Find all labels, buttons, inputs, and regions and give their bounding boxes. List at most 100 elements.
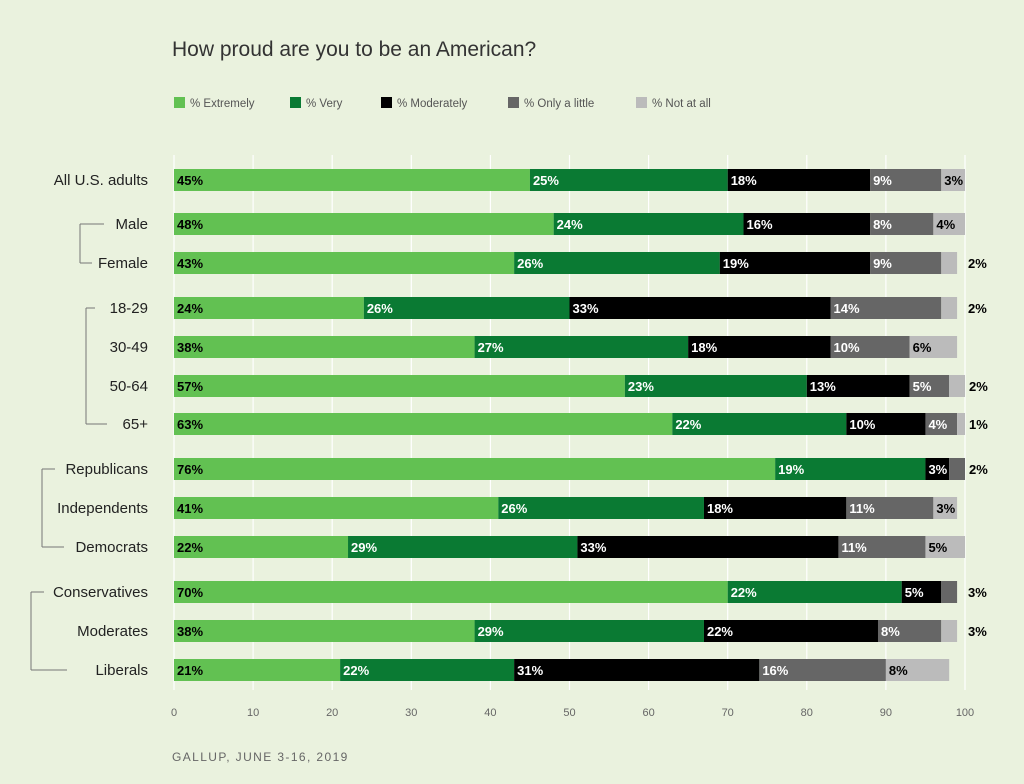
data-label: 11% — [849, 501, 875, 516]
data-label: 13% — [810, 379, 836, 394]
data-label: 22% — [731, 585, 757, 600]
bar-segment — [672, 413, 847, 435]
data-label: 2% — [969, 379, 988, 394]
data-label: 4% — [936, 217, 955, 232]
category-label: Republicans — [65, 461, 148, 478]
data-label: 57% — [177, 379, 203, 394]
category-label: 65+ — [123, 416, 149, 433]
bar-segment — [514, 659, 760, 681]
bar-segment — [703, 497, 847, 519]
data-label: 3% — [968, 624, 987, 639]
data-label: 27% — [478, 340, 504, 355]
data-label: 41% — [177, 501, 203, 516]
bar-segment — [174, 297, 364, 319]
bar-segment — [949, 458, 965, 480]
bar-segment — [174, 413, 673, 435]
category-label: 18-29 — [110, 300, 148, 317]
data-label: 3% — [928, 462, 947, 477]
data-label: 70% — [177, 585, 203, 600]
bar-segment — [514, 252, 720, 274]
bar-segment — [925, 458, 950, 480]
data-label: 22% — [177, 540, 203, 555]
category-label: Independents — [57, 500, 148, 517]
bar-segment — [174, 581, 728, 603]
data-label: 76% — [177, 462, 203, 477]
data-label: 22% — [707, 624, 733, 639]
bar-segment — [846, 497, 934, 519]
data-label: 24% — [177, 301, 203, 316]
data-label: 11% — [841, 540, 867, 555]
legend-item-very: % Very — [290, 97, 342, 110]
bar-segment — [727, 169, 871, 191]
bar-segment — [933, 497, 958, 519]
bar-segment — [727, 581, 902, 603]
x-tick-label: 10 — [247, 707, 259, 719]
data-label: 43% — [177, 256, 203, 271]
data-label: 38% — [177, 340, 203, 355]
bar-segment — [174, 213, 554, 235]
data-label: 5% — [928, 540, 947, 555]
category-label: Female — [98, 255, 148, 272]
bar-segment — [941, 581, 958, 603]
x-tick-label: 30 — [405, 707, 417, 719]
x-tick-label: 60 — [642, 707, 654, 719]
x-tick-label: 100 — [956, 707, 974, 719]
data-label: 19% — [778, 462, 804, 477]
data-label: 2% — [969, 462, 988, 477]
bar-segment — [553, 213, 744, 235]
bar-segment — [703, 620, 878, 642]
bar-segment — [901, 581, 942, 603]
x-tick-label: 40 — [484, 707, 496, 719]
data-label: 10% — [834, 340, 860, 355]
data-label: 33% — [573, 301, 599, 316]
category-label: Male — [115, 216, 148, 233]
chart-title: How proud are you to be an American? — [172, 38, 537, 61]
category-label: Conservatives — [53, 584, 148, 601]
data-label: 1% — [969, 417, 988, 432]
data-label: 2% — [968, 301, 987, 316]
legend-label-extremely: % Extremely — [190, 98, 255, 110]
bar-segment — [941, 252, 958, 274]
data-label: 19% — [723, 256, 749, 271]
bar-segment — [830, 297, 942, 319]
data-label: 16% — [747, 217, 773, 232]
bar-segment — [340, 659, 515, 681]
source-note: GALLUP, JUNE 3-16, 2019 — [172, 750, 349, 764]
bar-segment — [909, 375, 950, 397]
legend-label-very: % Very — [306, 98, 343, 110]
data-label: 5% — [913, 379, 932, 394]
data-label: 2% — [968, 256, 987, 271]
bar-segment — [870, 213, 934, 235]
bar-segment — [363, 297, 570, 319]
data-label: 23% — [628, 379, 654, 394]
data-label: 26% — [517, 256, 543, 271]
data-label: 21% — [177, 663, 203, 678]
x-tick-label: 50 — [563, 707, 575, 719]
legend-label-only-a-little: % Only a little — [524, 98, 595, 110]
data-label: 3% — [936, 501, 955, 516]
bar-segment — [870, 252, 942, 274]
category-label: 30-49 — [110, 339, 148, 356]
bar-segment — [933, 213, 965, 235]
data-label: 5% — [905, 585, 924, 600]
legend-swatch-moderately — [381, 97, 392, 108]
data-label: 26% — [501, 501, 527, 516]
data-label: 10% — [849, 417, 875, 432]
bar-segment — [174, 620, 475, 642]
data-label: 4% — [928, 417, 947, 432]
legend-swatch-not-at-all — [636, 97, 647, 108]
bar-segment — [174, 659, 341, 681]
bar-segment — [909, 336, 958, 358]
data-label: 18% — [691, 340, 717, 355]
data-label: 9% — [873, 173, 892, 188]
legend-item-not-at-all: % Not at all — [636, 97, 711, 110]
data-label: 29% — [478, 624, 504, 639]
category-label: 50-64 — [110, 378, 148, 395]
data-label: 8% — [873, 217, 892, 232]
data-label: 24% — [557, 217, 583, 232]
bar-segment — [846, 413, 926, 435]
bar-segment — [529, 169, 728, 191]
category-label: All U.S. adults — [54, 172, 148, 189]
bar-segment — [174, 375, 625, 397]
